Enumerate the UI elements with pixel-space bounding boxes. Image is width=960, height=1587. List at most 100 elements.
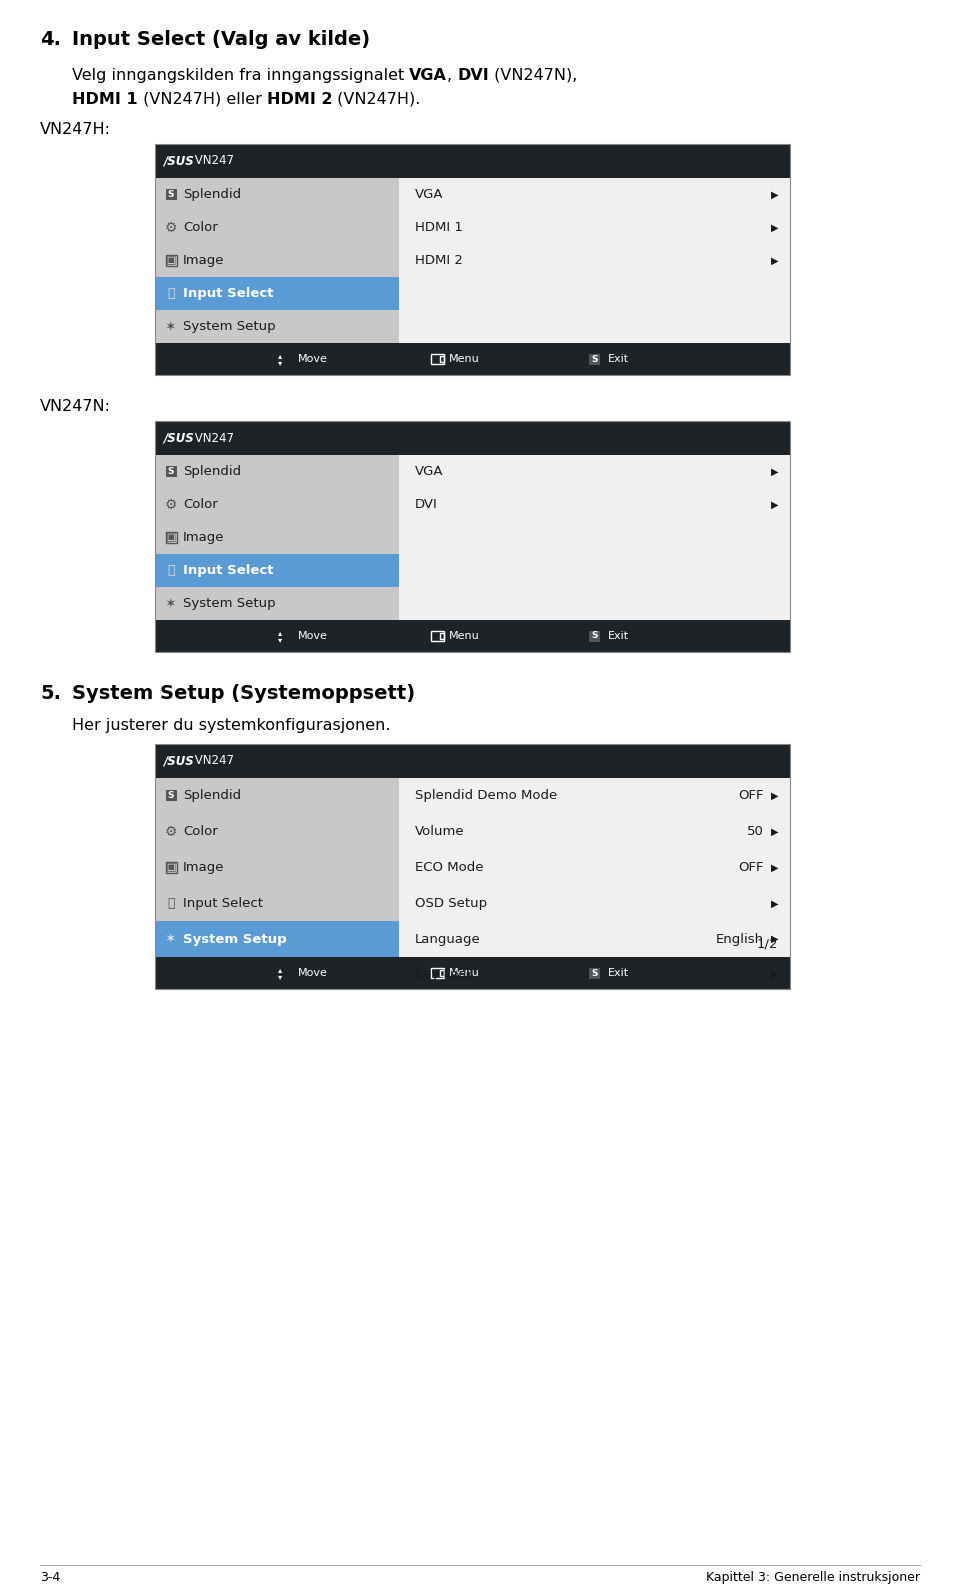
Text: Move: Move [298,968,327,978]
Bar [399,455,790,621]
Text: Language: Language [415,933,481,946]
Text: Her justerer du systemkonfigurasjonen.: Her justerer du systemkonfigurasjonen. [72,717,391,733]
Text: VN247N:: VN247N: [40,398,111,414]
Text: VGA: VGA [415,187,444,202]
Text: ▴
▾: ▴ ▾ [277,628,282,644]
Text: ▶: ▶ [771,898,778,908]
Text: Image: Image [183,862,225,874]
Text: OSD Setup: OSD Setup [415,897,487,909]
Text: Key Lock: Key Lock [415,968,473,981]
Bar [440,355,444,362]
Text: Velg inngangskilden fra inngangssignalet: Velg inngangskilden fra inngangssignalet [72,68,409,83]
Bar [155,178,399,343]
Text: ▶: ▶ [771,500,778,509]
Text: S: S [168,792,175,800]
Text: /SUS: /SUS [163,432,194,444]
Text: ⚙: ⚙ [165,497,178,511]
Text: ▴
▾: ▴ ▾ [277,965,282,981]
Text: System Setup: System Setup [183,597,276,609]
Text: ⮞: ⮞ [167,563,175,578]
Text: ▶: ▶ [771,970,778,979]
Text: Kapittel 3: Generelle instruksjoner: Kapittel 3: Generelle instruksjoner [706,1571,920,1584]
Text: ECO Mode: ECO Mode [415,862,484,874]
Text: HDMI 1: HDMI 1 [72,92,137,106]
Text: HDMI 2: HDMI 2 [415,254,463,267]
Bar [155,621,790,652]
Text: S: S [591,354,598,363]
Text: 5.: 5. [40,684,61,703]
Text: Move: Move [298,354,327,363]
Text: ⮞: ⮞ [167,897,175,909]
Text: VGA: VGA [409,68,447,83]
Bar [155,744,790,778]
Bar [165,862,177,873]
Text: Splendid Demo Mode: Splendid Demo Mode [415,789,557,803]
Text: ▣: ▣ [166,256,177,265]
Text: ▶: ▶ [771,189,778,200]
Bar [431,632,444,641]
Text: S: S [591,632,598,641]
Bar [440,970,444,976]
Bar [165,790,177,801]
Bar [589,968,600,979]
Text: Input Select: Input Select [183,563,274,578]
Text: ▶: ▶ [771,790,778,801]
Text: VN247: VN247 [191,432,234,444]
Text: ✶: ✶ [165,932,177,946]
Text: S: S [168,190,175,198]
Bar [155,278,399,309]
Text: System Setup: System Setup [183,933,287,946]
Text: ✶: ✶ [165,319,177,333]
Text: VGA: VGA [415,465,444,478]
Text: Move: Move [298,632,327,641]
Text: English: English [716,933,764,946]
Text: ⮞: ⮞ [167,287,175,300]
Text: Splendid: Splendid [183,789,241,803]
Text: System Setup (Systemoppsett): System Setup (Systemoppsett) [72,684,415,703]
Text: Menu: Menu [448,354,479,363]
Bar [399,178,790,343]
Bar [155,778,399,957]
Text: Color: Color [183,498,218,511]
Text: ▶: ▶ [771,935,778,944]
Bar [155,455,399,621]
Text: Exit: Exit [608,632,629,641]
Text: HDMI 2: HDMI 2 [267,92,332,106]
Text: Input Select: Input Select [183,287,274,300]
Bar [155,920,399,957]
Text: ▶: ▶ [771,862,778,873]
Bar [155,343,790,375]
Text: ▣: ▣ [166,533,177,543]
Text: Menu: Menu [448,632,479,641]
Text: ▶: ▶ [771,256,778,265]
Text: Splendid: Splendid [183,187,241,202]
Text: S: S [168,467,175,476]
Bar [155,144,790,178]
Text: Image: Image [183,254,225,267]
Bar [165,467,177,478]
Text: ,: , [447,68,458,83]
Text: OFF: OFF [738,789,764,803]
Text: (VN247H).: (VN247H). [332,92,420,106]
Bar [440,633,444,640]
Text: (VN247H) eller: (VN247H) eller [137,92,267,106]
Text: ▴
▾: ▴ ▾ [277,351,282,367]
Bar [155,421,790,652]
Text: Image: Image [183,532,225,544]
Text: 50: 50 [747,825,764,838]
Text: ▶: ▶ [771,467,778,476]
Text: Input Select: Input Select [183,897,263,909]
Bar [155,744,790,989]
Bar [155,421,790,455]
Text: DVI: DVI [458,68,490,83]
Text: Color: Color [183,221,218,233]
Text: ▶: ▶ [771,827,778,836]
Text: Splendid: Splendid [183,465,241,478]
Bar [155,957,790,989]
Text: /SUS: /SUS [163,754,194,768]
Text: OFF: OFF [738,862,764,874]
Text: ✶: ✶ [165,597,177,611]
Bar [431,354,444,363]
Text: /SUS: /SUS [163,154,194,168]
Text: 1/2: 1/2 [756,938,778,951]
